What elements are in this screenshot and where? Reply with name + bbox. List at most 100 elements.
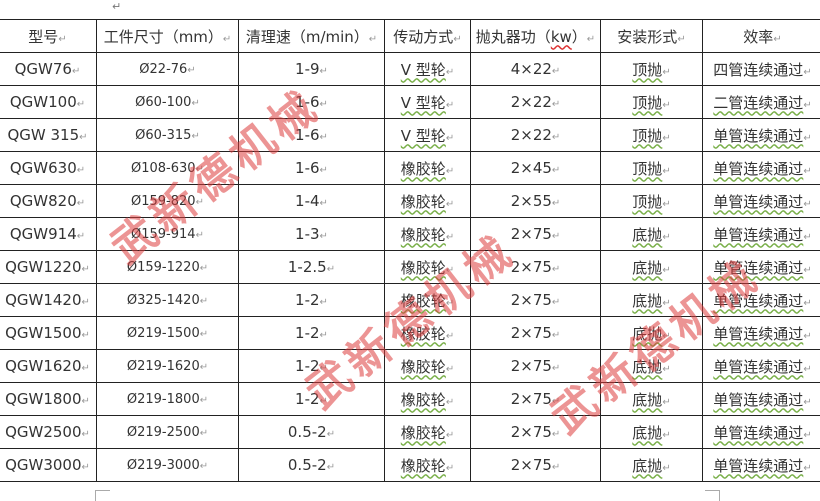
cell-value: 橡胶轮 — [401, 292, 446, 310]
cell-mark: ↵ — [662, 298, 670, 309]
cell-value: 2×75 — [511, 423, 552, 441]
table-cell: 2×75↵ — [471, 350, 601, 383]
cell-mark: ↵ — [446, 331, 454, 342]
cell-value: 2×55 — [511, 192, 552, 210]
cell-value: Ø325-1420 — [127, 293, 200, 308]
cell-mark: ↵ — [200, 362, 208, 373]
cell-mark: ↵ — [803, 199, 811, 210]
table-cell: 2×75↵ — [471, 251, 601, 284]
header-label: 抛丸器功（ — [476, 28, 551, 46]
table-cell: V 型轮↵ — [385, 53, 471, 86]
table-cell: 2×75↵ — [471, 218, 601, 251]
cell-mark: ↵ — [446, 397, 454, 408]
cell-mark: ↵ — [552, 165, 560, 176]
cell-mark: ↵ — [320, 396, 328, 407]
table-cell: Ø159-1220↵ — [97, 251, 239, 284]
page-corner-right — [705, 490, 720, 501]
cell-mark: ↵ — [446, 463, 454, 474]
cell-value: 2×75 — [511, 258, 552, 276]
table-cell: Ø219-1620↵ — [97, 350, 239, 383]
table-cell: 顶抛↵ — [601, 86, 703, 119]
cell-mark: ↵ — [327, 429, 335, 440]
header-label: 清理速（m/min） — [246, 28, 369, 46]
table-cell: 单管连续通过↵ — [703, 317, 820, 350]
cell-mark: ↵ — [320, 99, 328, 110]
cell-mark: ↵ — [200, 395, 208, 406]
page-corner-left — [95, 490, 110, 501]
cell-value: 底抛 — [632, 391, 662, 409]
cell-mark: ↵ — [191, 131, 199, 142]
cell-mark: ↵ — [187, 65, 195, 76]
table-cell: V 型轮↵ — [385, 86, 471, 119]
cell-mark: ↵ — [662, 430, 670, 441]
cell-value: 4×22 — [511, 60, 552, 78]
header-label: 工件尺寸（mm） — [104, 28, 223, 46]
cell-mark: ↵ — [327, 264, 335, 275]
table-cell: 2×22↵ — [471, 86, 601, 119]
cell-value: QGW 315 — [7, 126, 79, 144]
cell-value: 1-3 — [295, 225, 320, 243]
cell-mark: ↵ — [200, 329, 208, 340]
cell-mark: ↵ — [662, 265, 670, 276]
cell-mark: ↵ — [320, 297, 328, 308]
cell-value: 1-2 — [295, 357, 320, 375]
cell-value: 0.5-2 — [288, 423, 327, 441]
cell-value: 橡胶轮 — [401, 424, 446, 442]
table-cell: Ø22-76↵ — [97, 53, 239, 86]
cell-mark: ↵ — [552, 231, 560, 242]
table-cell: 底抛↵ — [601, 251, 703, 284]
header-label: 效率 — [743, 28, 773, 46]
cell-mark: ↵ — [803, 232, 811, 243]
cell-mark: ↵ — [552, 363, 560, 374]
table-cell: 2×75↵ — [471, 317, 601, 350]
cell-mark: ↵ — [803, 397, 811, 408]
cell-value: 单管连续通过 — [713, 325, 803, 343]
cell-mark: ↵ — [200, 428, 208, 439]
cell-mark: ↵ — [552, 264, 560, 275]
cell-value: 0.5-2 — [288, 456, 327, 474]
table-cell: QGW100↵ — [0, 86, 97, 119]
cell-value: Ø219-3000 — [127, 458, 200, 473]
cell-mark: ↵ — [662, 133, 670, 144]
cell-value: 橡胶轮 — [401, 193, 446, 211]
cell-value: QGW100 — [10, 93, 77, 111]
cell-value: 橡胶轮 — [401, 358, 446, 376]
cell-mark: ↵ — [803, 331, 811, 342]
cell-mark: ↵ — [446, 100, 454, 111]
cell-value: 二管连续通过 — [713, 94, 803, 112]
cell-mark: ↵ — [200, 296, 208, 307]
table-row: QGW630↵Ø108-630↵1-6↵橡胶轮↵2×45↵顶抛↵单管连续通过↵ — [0, 152, 820, 185]
table-cell: 2×45↵ — [471, 152, 601, 185]
table-cell: 1-3↵ — [239, 218, 385, 251]
table-cell: 橡胶轮↵ — [385, 152, 471, 185]
table-cell: Ø60-100↵ — [97, 86, 239, 119]
table-cell: 单管连续通过↵ — [703, 284, 820, 317]
cell-value: 底抛 — [632, 292, 662, 310]
cell-value: Ø219-2500 — [127, 425, 200, 440]
table-cell: 橡胶轮↵ — [385, 218, 471, 251]
table-cell: QGW914↵ — [0, 218, 97, 251]
table-cell: 单管连续通过↵ — [703, 185, 820, 218]
cell-value: 单管连续通过 — [713, 424, 803, 442]
cell-value: 橡胶轮 — [401, 391, 446, 409]
cell-mark: ↵ — [446, 199, 454, 210]
table-cell: 4×22↵ — [471, 53, 601, 86]
cell-mark: ↵ — [200, 461, 208, 472]
spec-table: 型号↵工件尺寸（mm）↵清理速（m/min）↵传动方式↵抛丸器功（kw）↵安装形… — [0, 19, 820, 482]
cell-mark: ↵ — [662, 100, 670, 111]
paragraph-mark: ↵ — [112, 0, 121, 13]
cell-mark: ↵ — [82, 330, 90, 341]
cell-value: Ø60-315 — [135, 128, 191, 143]
cell-value: Ø60-100 — [135, 95, 191, 110]
cell-mark: ↵ — [223, 34, 231, 45]
header-cell: 安装形式↵ — [601, 20, 703, 53]
table-cell: QGW1220↵ — [0, 251, 97, 284]
header-row: 型号↵工件尺寸（mm）↵清理速（m/min）↵传动方式↵抛丸器功（kw）↵安装形… — [0, 20, 820, 53]
cell-mark: ↵ — [320, 330, 328, 341]
cell-mark: ↵ — [552, 462, 560, 473]
cell-mark: ↵ — [77, 198, 85, 209]
table-cell: 1-2↵ — [239, 284, 385, 317]
cell-mark: ↵ — [803, 364, 811, 375]
cell-value: 2×75 — [511, 390, 552, 408]
table-cell: 顶抛↵ — [601, 185, 703, 218]
